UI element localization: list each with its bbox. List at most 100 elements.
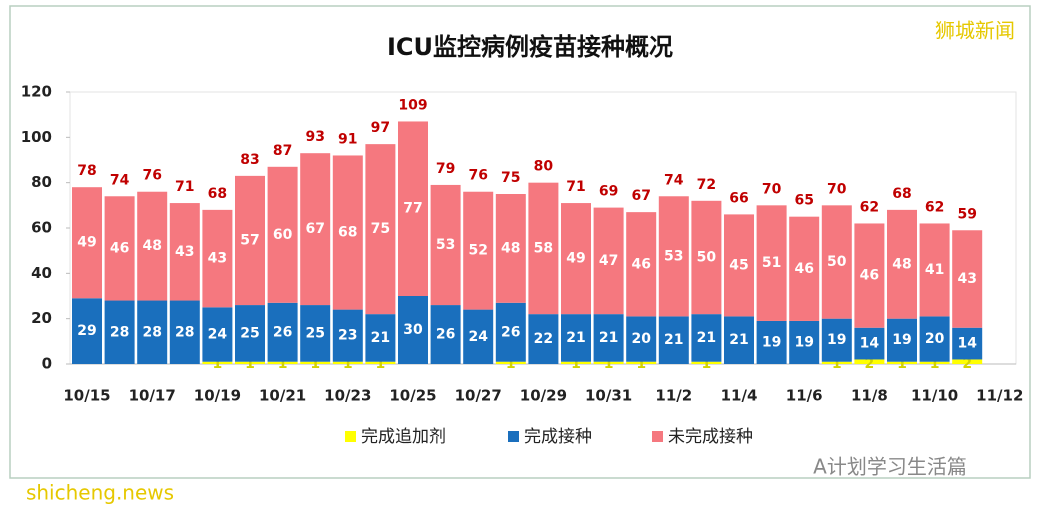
x-tick-label: 10/25 <box>389 387 436 405</box>
value-label: 1 <box>897 356 907 372</box>
bar-segment <box>398 296 428 364</box>
value-label: 75 <box>371 221 390 237</box>
bar-segment <box>202 209 233 308</box>
bar-segment <box>561 203 591 315</box>
bar-segment <box>561 314 591 362</box>
value-label: 1 <box>571 356 581 372</box>
legend-swatch <box>652 431 663 442</box>
bar-segment <box>267 361 298 364</box>
value-label: 21 <box>697 330 716 346</box>
value-label: 23 <box>338 328 357 344</box>
bar-segment <box>658 316 689 364</box>
bar-segment <box>398 121 428 296</box>
y-tick-label: 20 <box>31 309 52 327</box>
bar-segment <box>169 203 200 301</box>
x-tick-label: 10/29 <box>520 387 567 405</box>
x-tick-label: 11/8 <box>851 387 888 405</box>
legend-label: 完成追加剂 <box>361 427 446 447</box>
value-label: 19 <box>794 334 813 350</box>
value-label: 46 <box>631 256 650 272</box>
bar-segment <box>463 191 494 310</box>
value-label: 68 <box>338 225 357 241</box>
x-tick-label: 11/10 <box>911 387 958 405</box>
value-label: 1 <box>832 356 842 372</box>
x-tick-label: 10/17 <box>129 387 176 405</box>
value-label: 52 <box>468 243 487 259</box>
bar-segment <box>495 302 526 362</box>
value-label: 1 <box>245 356 255 372</box>
total-label: 65 <box>794 193 813 209</box>
bar-segment <box>952 327 983 360</box>
value-label: 19 <box>827 332 846 348</box>
value-label: 20 <box>631 331 651 347</box>
total-label: 66 <box>729 190 748 206</box>
bar-segment <box>495 361 526 364</box>
bar-segment <box>561 361 591 364</box>
y-tick-label: 40 <box>31 264 52 282</box>
bar-segment <box>332 309 363 362</box>
bar-segment <box>300 153 331 306</box>
bar-segment <box>691 200 722 315</box>
total-label: 74 <box>664 172 684 188</box>
y-tick-label: 120 <box>21 83 52 101</box>
bar-segment <box>463 309 494 364</box>
value-label: 25 <box>305 325 324 341</box>
value-label: 21 <box>599 330 618 346</box>
value-label: 1 <box>506 356 516 372</box>
value-label: 1 <box>604 356 614 372</box>
bar-segment <box>952 230 983 328</box>
legend-label: 完成接种 <box>524 427 592 447</box>
bar-segment <box>789 320 820 364</box>
total-label: 71 <box>175 179 194 195</box>
bar-segment <box>821 205 852 319</box>
value-label: 43 <box>175 244 194 260</box>
bar-segment <box>235 175 265 306</box>
y-tick-label: 80 <box>31 173 52 191</box>
total-label: 68 <box>208 186 227 202</box>
bar-segment <box>495 194 526 303</box>
value-label: 43 <box>208 251 227 267</box>
value-label: 19 <box>892 332 911 348</box>
value-label: 21 <box>566 330 585 346</box>
value-label: 1 <box>278 356 288 372</box>
value-label: 22 <box>534 331 553 347</box>
bar-segment <box>919 361 950 364</box>
bar-segment <box>691 314 722 362</box>
value-label: 2 <box>962 356 972 372</box>
total-label: 70 <box>762 181 782 197</box>
bar-segment <box>626 361 657 364</box>
total-label: 76 <box>142 168 161 184</box>
bar-segment <box>789 216 820 321</box>
value-label: 48 <box>892 256 911 272</box>
value-label: 60 <box>273 227 293 243</box>
value-label: 46 <box>110 240 129 256</box>
total-label: 91 <box>338 131 357 147</box>
bar-segment <box>854 327 885 360</box>
value-label: 43 <box>957 271 976 287</box>
bar-segment <box>137 191 168 301</box>
value-label: 1 <box>310 356 320 372</box>
bar-segment <box>626 316 657 362</box>
total-label: 74 <box>110 172 130 188</box>
total-label: 93 <box>305 129 324 145</box>
value-label: 57 <box>240 232 259 248</box>
x-tick-label: 11/12 <box>976 387 1023 405</box>
value-label: 47 <box>599 253 618 269</box>
total-label: 76 <box>468 168 487 184</box>
value-label: 21 <box>371 330 390 346</box>
x-tick-label: 10/31 <box>585 387 632 405</box>
bar-segment <box>332 155 363 310</box>
value-label: 21 <box>729 332 748 348</box>
bar-segment <box>756 205 787 321</box>
brand: 狮城新闻 <box>935 19 1015 43</box>
value-label: 67 <box>305 221 324 237</box>
bar-segment <box>887 209 917 319</box>
value-label: 28 <box>142 324 161 340</box>
value-label: 58 <box>534 240 553 256</box>
x-tick-label: 11/2 <box>655 387 692 405</box>
value-label: 53 <box>436 237 455 253</box>
y-tick-label: 60 <box>31 219 52 237</box>
bar-segment <box>821 361 852 364</box>
total-label: 70 <box>827 181 847 197</box>
bar-segment <box>593 314 624 362</box>
